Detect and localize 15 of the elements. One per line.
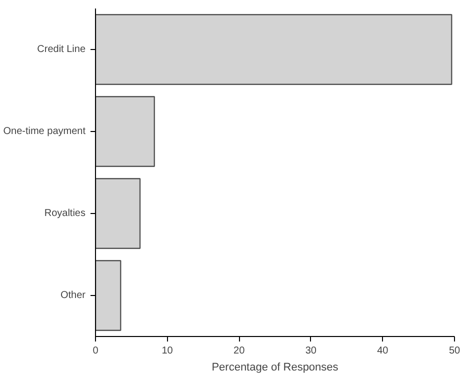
bar bbox=[96, 96, 155, 167]
bar bbox=[96, 260, 122, 331]
bar bbox=[96, 178, 141, 249]
x-tick-label: 40 bbox=[377, 346, 389, 356]
y-tick-label: Other bbox=[60, 290, 86, 301]
y-tick-label: Credit Line bbox=[37, 44, 86, 55]
x-tick-label: 20 bbox=[234, 346, 246, 356]
x-tick-label: 30 bbox=[305, 346, 317, 356]
x-axis-title: Percentage of Responses bbox=[212, 362, 339, 374]
x-tick-label: 10 bbox=[162, 346, 174, 356]
bar bbox=[96, 14, 452, 85]
y-tick-label: Royalties bbox=[44, 208, 86, 219]
x-tick-label: 50 bbox=[448, 346, 460, 356]
x-tick-label: 0 bbox=[92, 346, 99, 356]
y-tick-label: One-time payment bbox=[3, 126, 86, 137]
